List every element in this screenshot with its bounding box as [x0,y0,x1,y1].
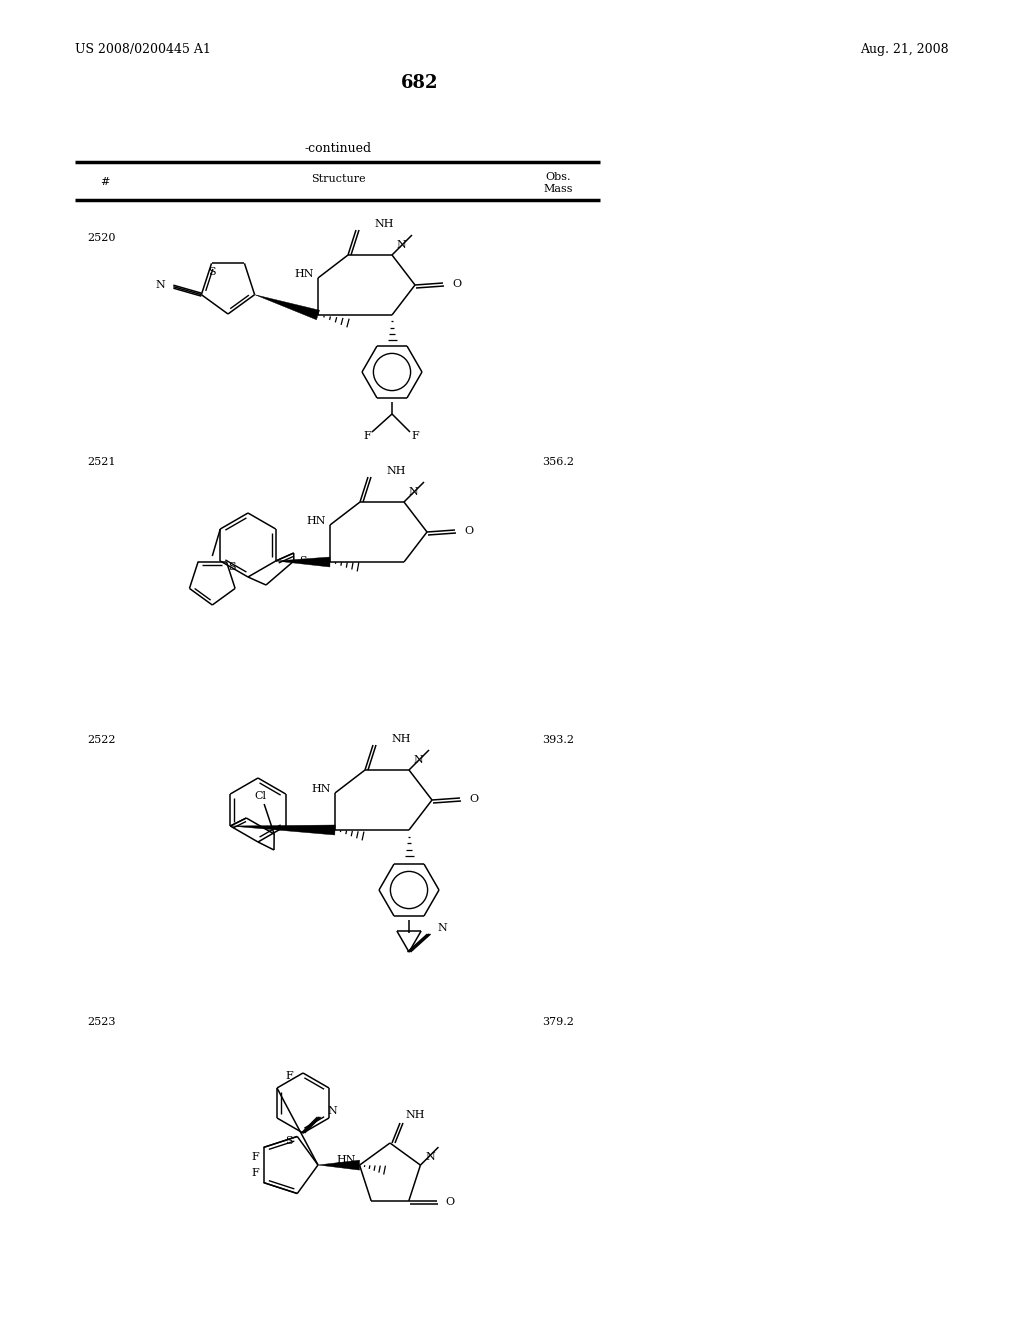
Text: -continued: -continued [304,141,372,154]
Text: NH: NH [406,1110,425,1119]
Text: 2522: 2522 [87,735,116,744]
Text: NH: NH [391,734,411,744]
Text: Mass: Mass [544,183,572,194]
Text: O: O [445,1197,455,1206]
Text: HN: HN [306,516,326,525]
Text: 393.2: 393.2 [542,735,574,744]
Polygon shape [275,557,330,568]
Text: NH: NH [386,466,406,477]
Text: Aug. 21, 2008: Aug. 21, 2008 [860,44,949,57]
Text: HN: HN [295,269,314,279]
Text: 2520: 2520 [87,234,116,243]
Polygon shape [318,1160,359,1170]
Text: NH: NH [374,219,393,228]
Text: N: N [413,755,423,766]
Text: S: S [208,268,215,277]
Text: US 2008/0200445 A1: US 2008/0200445 A1 [75,44,211,57]
Text: O: O [452,279,461,289]
Text: N: N [408,487,418,498]
Text: HN: HN [311,784,331,795]
Text: 682: 682 [401,74,438,92]
Text: O: O [469,795,478,804]
Text: S: S [285,1137,292,1147]
Text: F: F [364,432,371,441]
Text: 2521: 2521 [87,457,116,467]
Text: F: F [286,1071,293,1081]
Text: Cl: Cl [254,791,266,801]
Text: F: F [251,1152,259,1163]
Polygon shape [255,294,319,319]
Text: Structure: Structure [310,174,366,183]
Text: S: S [228,561,236,572]
Text: 379.2: 379.2 [542,1016,573,1027]
Text: 356.2: 356.2 [542,457,574,467]
Text: F: F [411,432,419,441]
Text: N: N [156,280,165,289]
Text: N: N [425,1152,435,1162]
Text: Obs.: Obs. [545,172,570,182]
Text: 2523: 2523 [87,1016,116,1027]
Text: N: N [437,923,446,933]
Text: HN: HN [336,1155,355,1166]
Text: S: S [299,556,306,566]
Text: O: O [464,525,473,536]
Text: F: F [251,1168,259,1177]
Text: N: N [396,240,406,249]
Text: #: # [100,177,110,187]
Polygon shape [230,825,335,836]
Text: N: N [327,1106,337,1115]
